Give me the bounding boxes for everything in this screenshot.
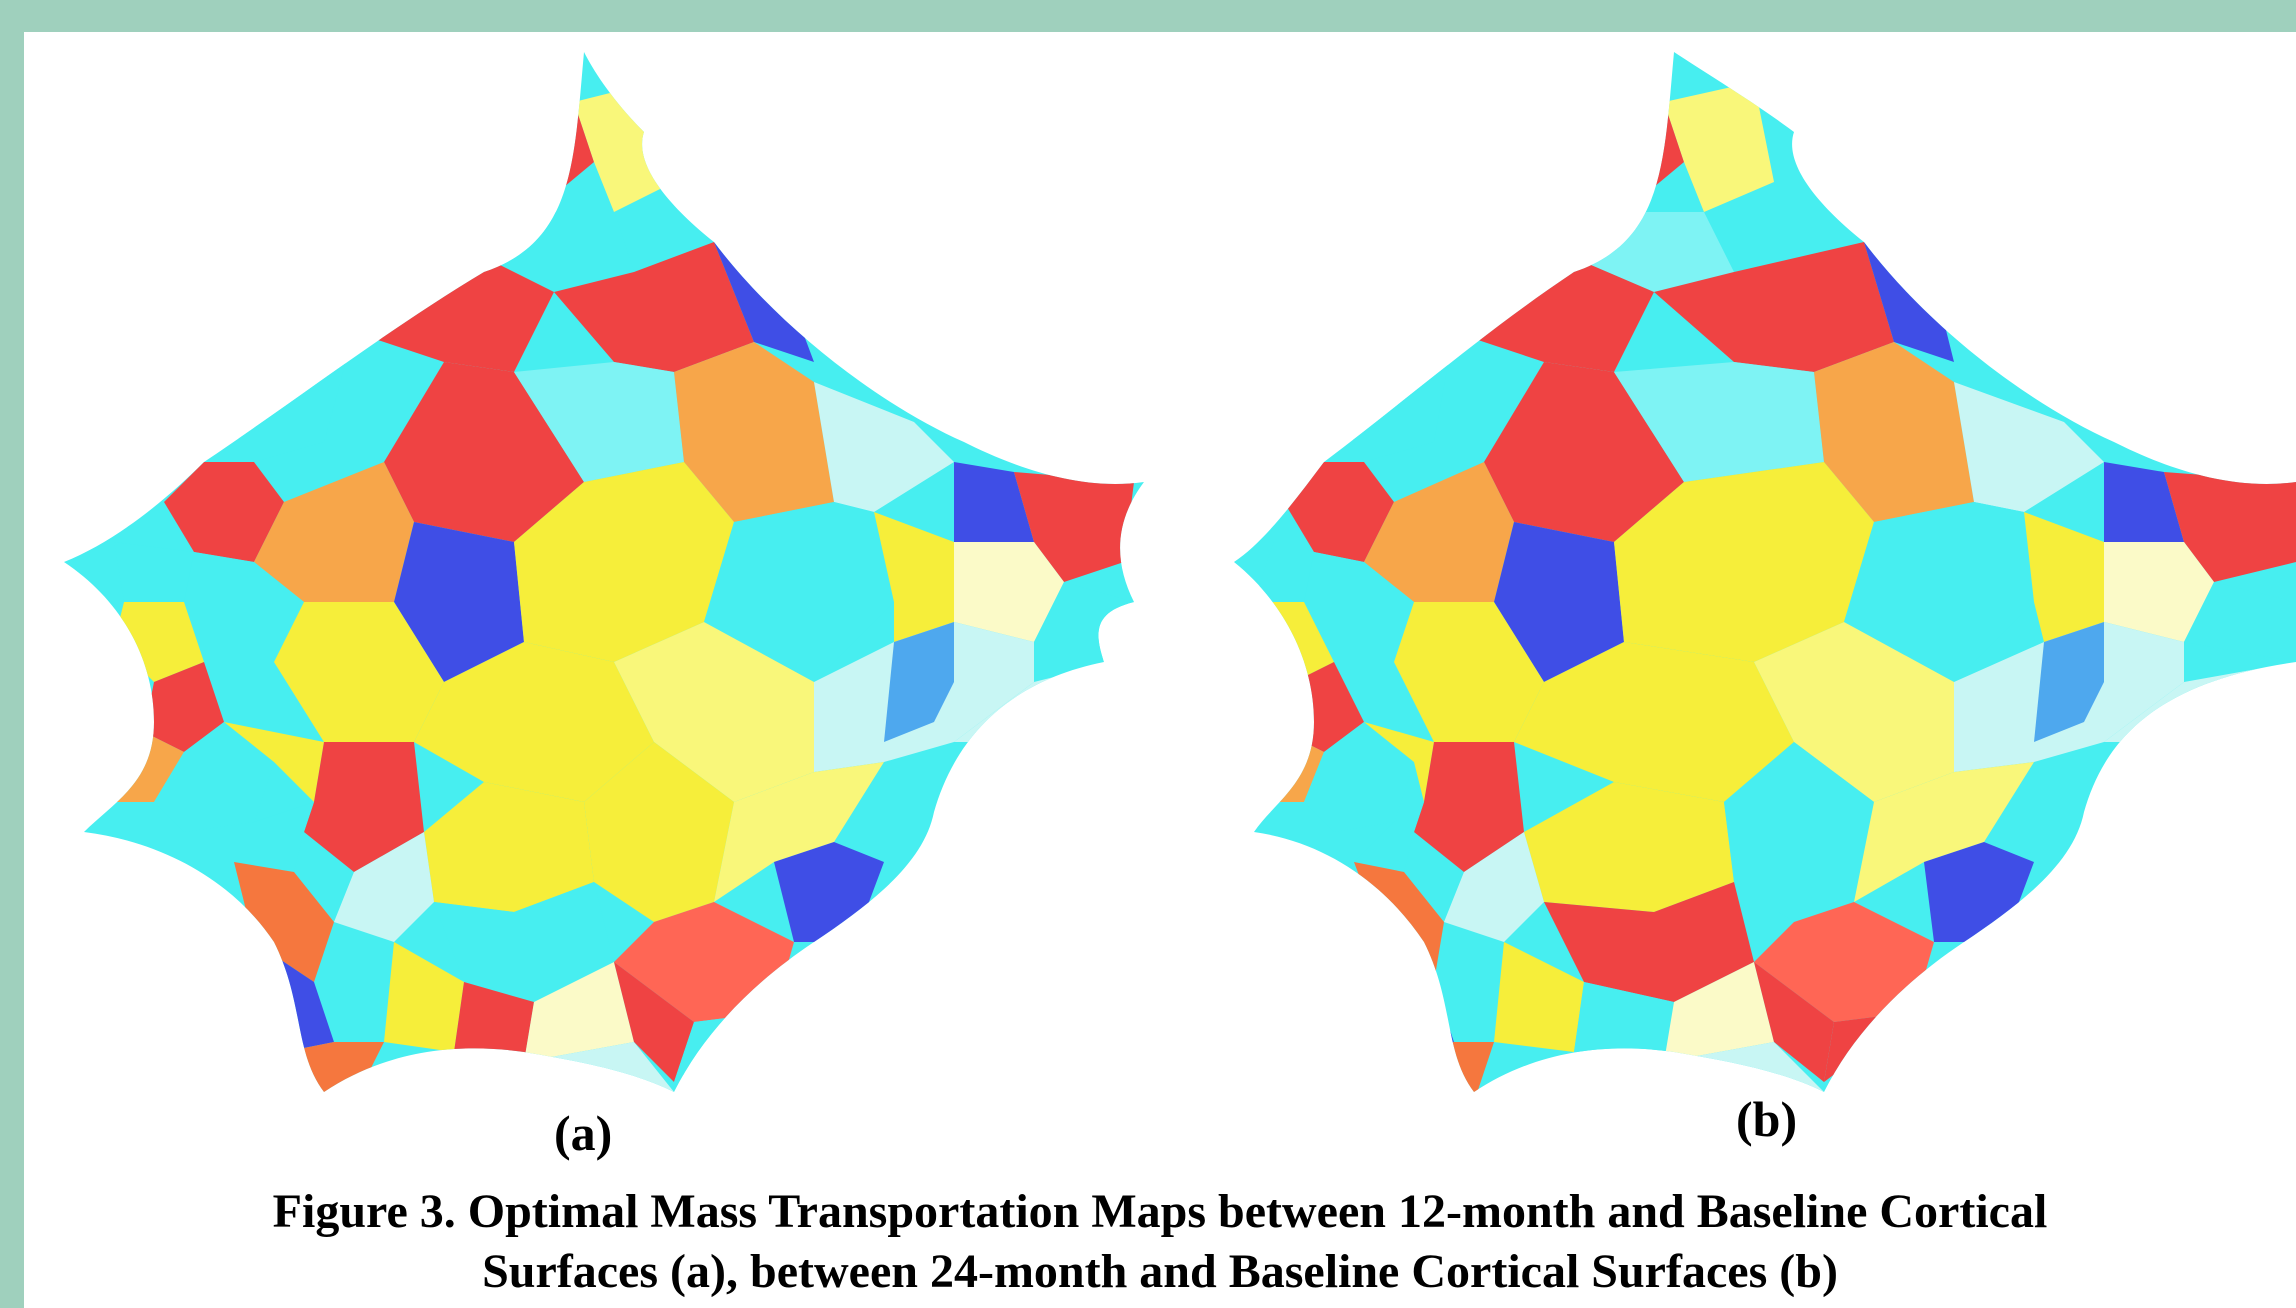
transport-map-b <box>1234 52 2296 1092</box>
figure-caption: Figure 3. Optimal Mass Transportation Ma… <box>24 1182 2296 1302</box>
subfigure-label-a: (a) <box>554 1105 613 1161</box>
caption-line-1: Figure 3. Optimal Mass Transportation Ma… <box>272 1185 2048 1238</box>
slide-title-strip: ​ <box>0 0 2296 32</box>
transport-map-a <box>64 52 1144 1092</box>
caption-line-2: Surfaces (a), between 24-month and Basel… <box>482 1245 1838 1298</box>
figure-panel: (a) (b) Figure 3. Optimal Mass Transport… <box>24 32 2296 1308</box>
subfigure-label-b: (b) <box>1736 1091 1798 1147</box>
